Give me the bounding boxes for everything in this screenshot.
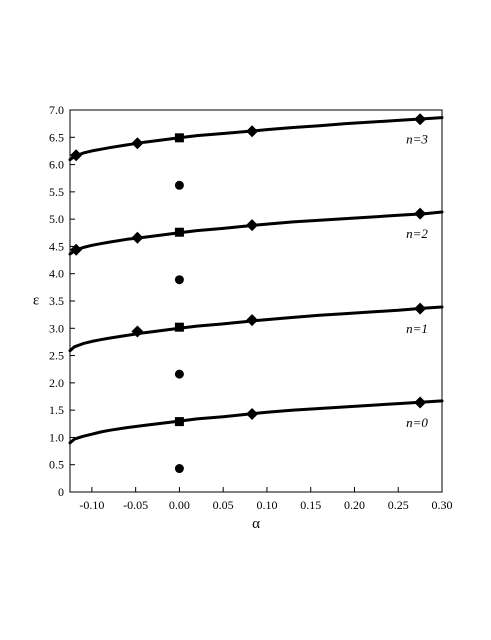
x-axis-label: α	[252, 516, 260, 532]
y-tick-label: 6.0	[49, 158, 64, 172]
curve-label: n=0	[406, 415, 428, 430]
y-tick-label: 3.0	[49, 321, 64, 335]
curve-label: n=2	[406, 226, 428, 241]
series-line	[68, 210, 444, 256]
plot-frame	[69, 109, 443, 493]
series-line	[68, 116, 444, 162]
diamond-marker	[246, 219, 259, 232]
series-n=0: n=0	[68, 396, 444, 474]
diamond-marker	[131, 325, 144, 338]
y-tick-label: 4.5	[49, 239, 64, 253]
x-tick-label: -0.05	[123, 498, 148, 512]
diamond-marker	[246, 125, 259, 138]
series-n=3: n=3	[68, 113, 444, 190]
x-tick-label: 0.20	[344, 498, 365, 512]
y-tick-label: 1.5	[49, 403, 64, 417]
square-marker	[174, 133, 184, 143]
series-layer: n=0 n=1 n=2 n=3	[68, 113, 444, 474]
y-tick-label: 3.5	[49, 294, 64, 308]
curve-label: n=1	[406, 321, 428, 336]
diamond-marker	[246, 314, 259, 327]
diamond-marker	[131, 137, 144, 150]
circle-marker	[174, 369, 184, 379]
y-tick-label: 6.5	[49, 130, 64, 144]
circle-marker	[174, 275, 184, 285]
series-n=2: n=2	[68, 207, 444, 285]
circle-marker	[174, 180, 184, 190]
x-axis: -0.10 -0.05 0.00 0.05 0.10 0.15 0.20 0.25 0.30	[79, 487, 453, 512]
diamond-marker	[414, 396, 427, 409]
circle-marker	[174, 464, 184, 474]
diamond-marker	[246, 407, 259, 420]
x-tick-label: -0.10	[79, 498, 104, 512]
diamond-marker	[414, 113, 427, 126]
x-tick-label: 0.25	[388, 498, 409, 512]
x-tick-label: 0.05	[213, 498, 234, 512]
y-tick-label: 2.5	[49, 349, 64, 363]
series-line	[68, 399, 444, 445]
y-tick-label: 4.0	[49, 267, 64, 281]
diamond-marker	[70, 149, 83, 162]
diamond-marker	[414, 302, 427, 315]
y-axis-label: ε	[33, 292, 39, 308]
x-tick-label: 0.00	[169, 498, 190, 512]
y-tick-label: 5.5	[49, 185, 64, 199]
square-marker	[174, 227, 184, 237]
y-tick-label: 5.0	[49, 212, 64, 226]
y-tick-label: 0.5	[49, 458, 64, 472]
square-marker	[174, 322, 184, 332]
diamond-marker	[70, 243, 83, 256]
x-tick-label: 0.10	[256, 498, 277, 512]
y-axis: 0 0.5 1.0 1.5 2.0 2.5 3.0 3.5 4.0 4.5 5.0 5.5 6.0 6.5…	[49, 103, 75, 499]
series-n=1: n=1	[68, 302, 444, 379]
diamond-marker	[131, 231, 144, 244]
diamond-marker	[414, 207, 427, 220]
y-tick-label: 2.0	[49, 376, 64, 390]
y-tick-label: 7.0	[49, 103, 64, 117]
y-tick-label: 1.0	[49, 430, 64, 444]
x-tick-label: 0.30	[432, 498, 453, 512]
curve-label: n=3	[406, 132, 428, 147]
series-line	[68, 305, 444, 353]
x-tick-label: 0.15	[300, 498, 321, 512]
square-marker	[174, 417, 184, 427]
y-tick-label: 0	[58, 485, 64, 499]
